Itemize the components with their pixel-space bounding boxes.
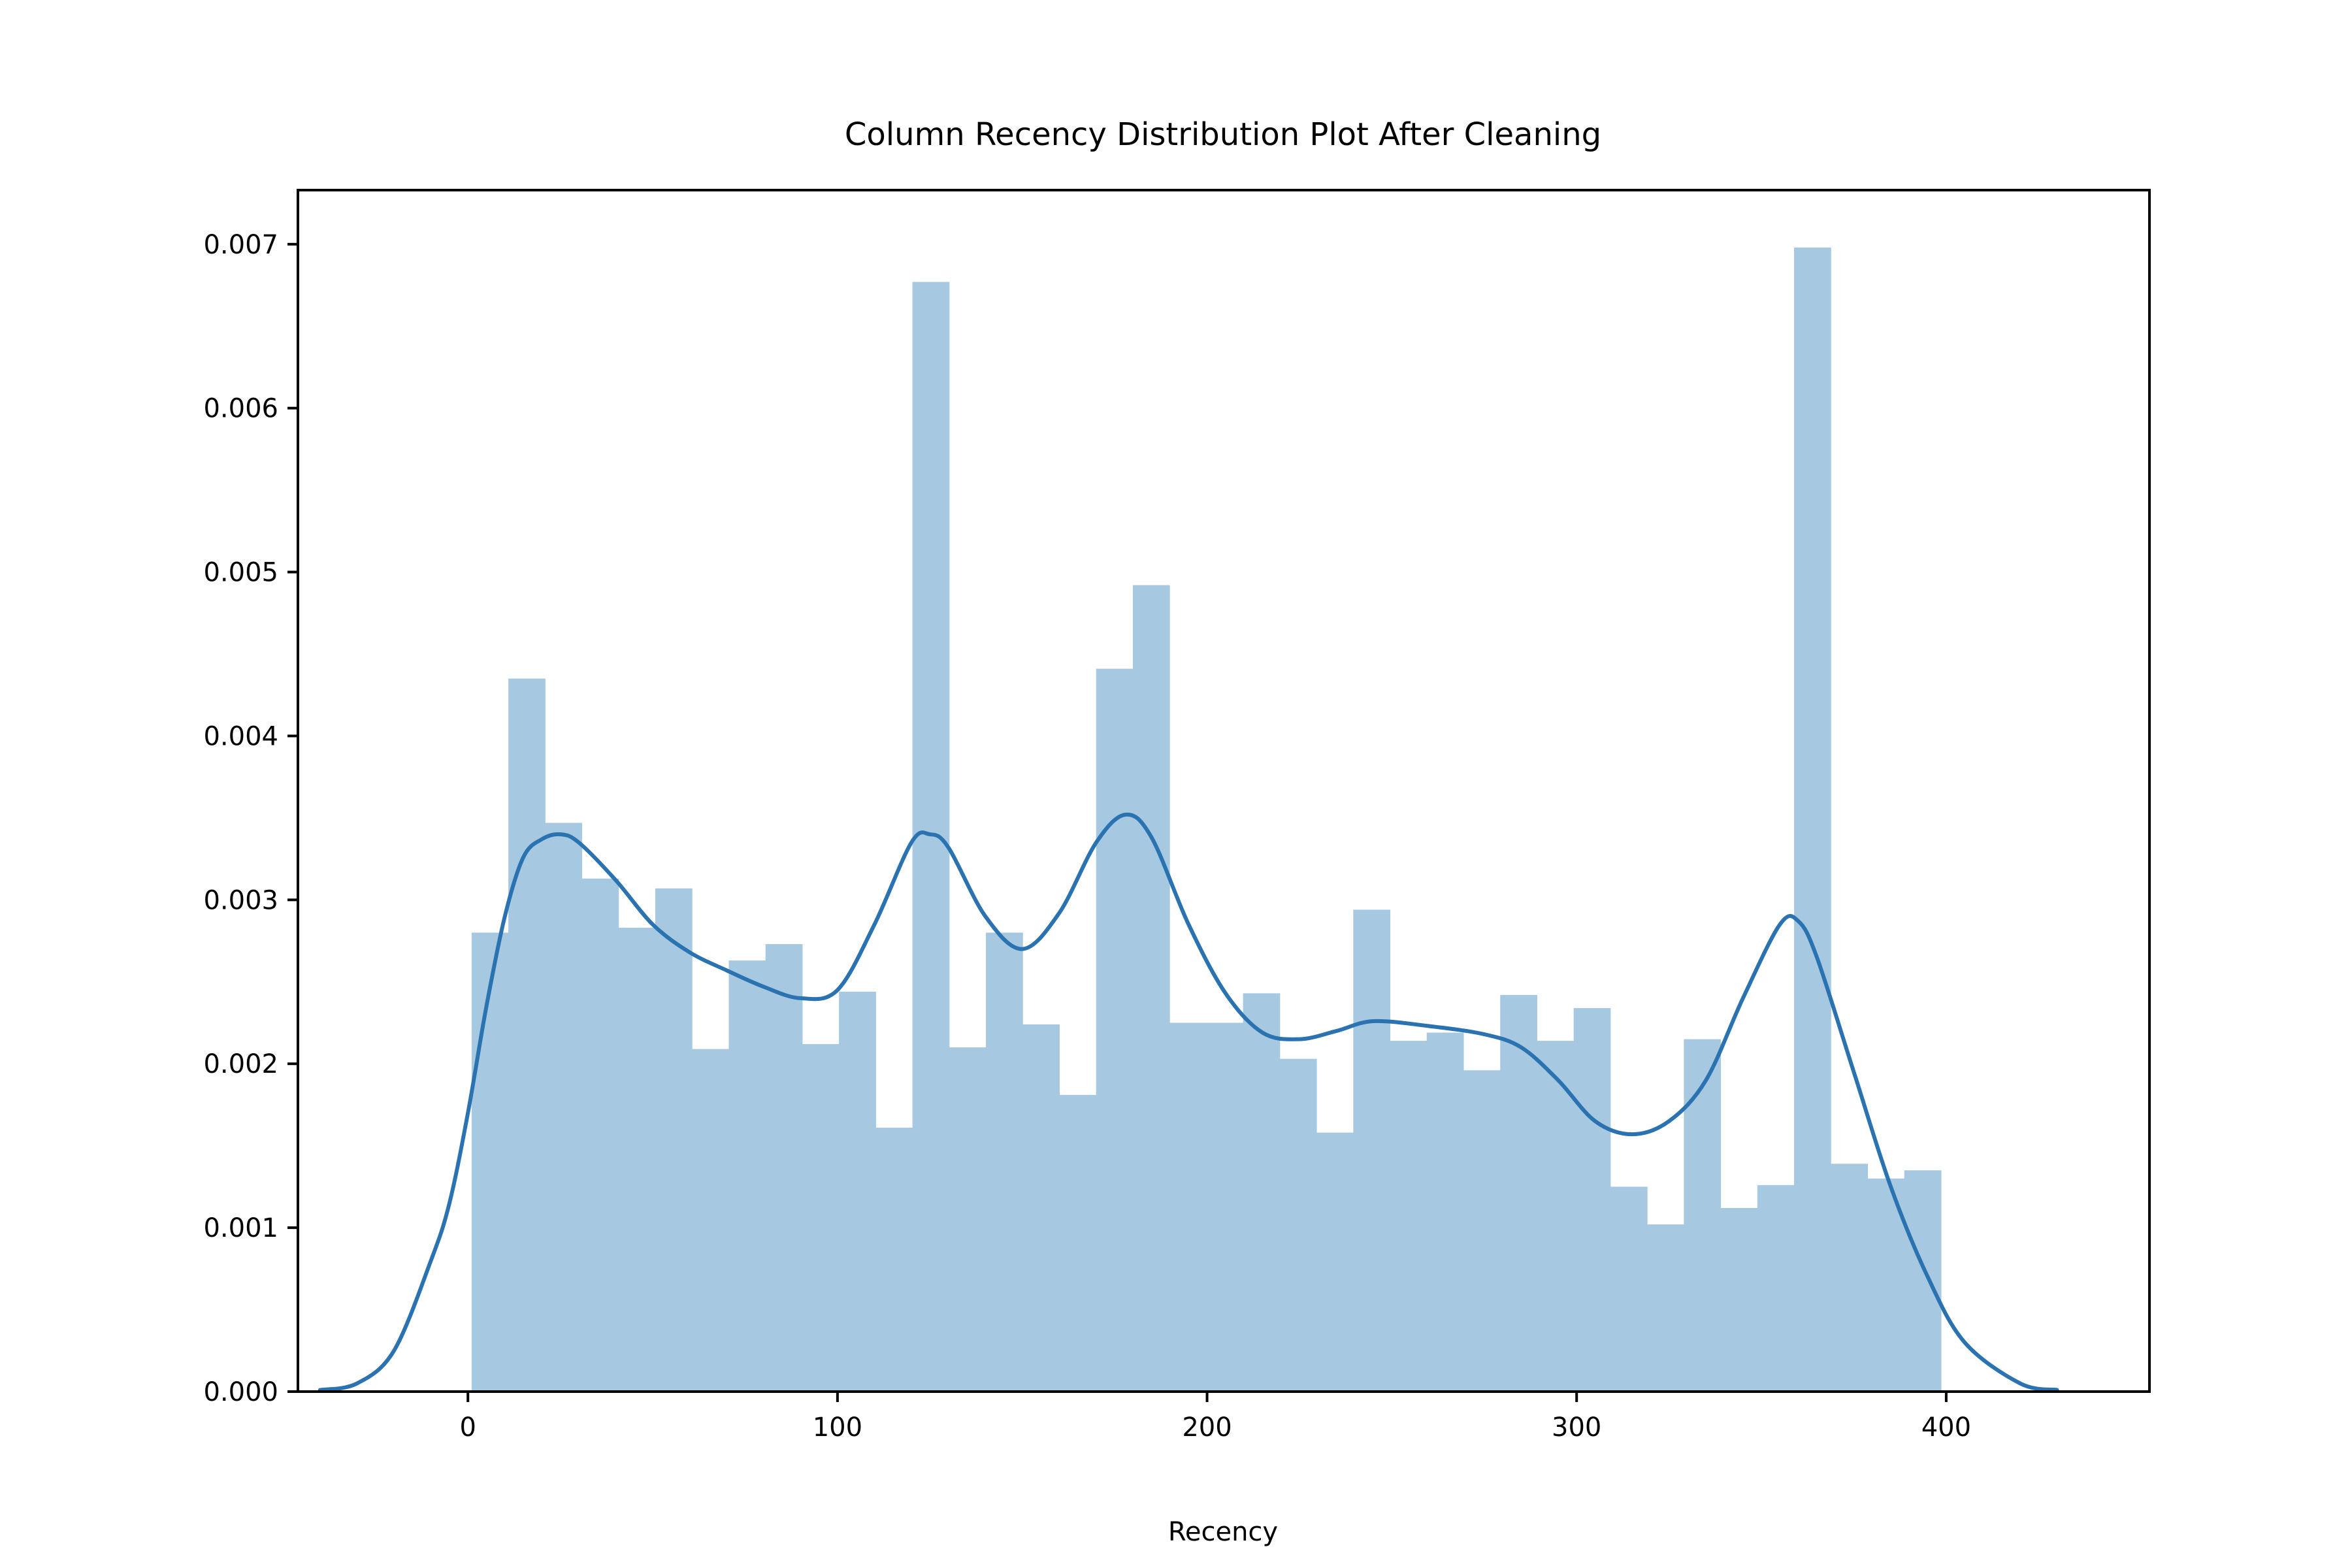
histogram-bar	[1132, 585, 1170, 1392]
y-tick-label: 0.005	[203, 558, 278, 588]
y-tick-label: 0.001	[203, 1213, 278, 1243]
histogram-bar	[1573, 1007, 1611, 1392]
histogram-bar	[765, 944, 803, 1392]
chart-title: Column Recency Distribution Plot After C…	[845, 116, 1601, 153]
y-tick-label: 0.004	[203, 721, 278, 751]
histogram-bar	[1206, 1022, 1244, 1392]
y-tick-label: 0.007	[203, 230, 278, 260]
histogram-bar	[875, 1128, 913, 1392]
kde-curve	[318, 812, 2059, 1392]
histogram-bar	[1537, 1041, 1575, 1392]
histogram-bar	[912, 282, 950, 1392]
x-tick-label: 300	[1552, 1413, 1601, 1443]
histogram-bar	[1243, 993, 1281, 1392]
histogram-bar	[655, 888, 693, 1392]
y-tick-label: 0.002	[203, 1049, 278, 1079]
histogram-bar	[1794, 247, 1831, 1392]
histogram-bar	[581, 878, 619, 1392]
y-tick-label: 0.003	[203, 885, 278, 915]
histogram-bar	[986, 932, 1023, 1392]
histogram-bar	[1316, 1132, 1354, 1392]
histogram-bar	[1022, 1024, 1060, 1392]
histogram-bar	[508, 678, 546, 1392]
x-axis-label: Recency	[1168, 1517, 1278, 1547]
histogram-bar	[1904, 1170, 1942, 1392]
histogram-bar	[1169, 1022, 1207, 1392]
histogram-bar	[1353, 909, 1391, 1392]
x-tick-label: 100	[813, 1413, 862, 1443]
y-tick-label: 0.006	[203, 394, 278, 424]
histogram-bar	[1096, 668, 1134, 1392]
histogram-bar	[1831, 1164, 1869, 1392]
histogram-bar	[471, 932, 509, 1392]
y-axis: 0.000 0.001 0.002 0.003 0.004 0.005 0.006 0.007	[203, 230, 298, 1407]
histogram-bars	[471, 247, 1942, 1392]
histogram-bar	[1426, 1032, 1464, 1392]
histogram-bar	[1610, 1186, 1648, 1392]
histogram-bar	[1390, 1041, 1428, 1392]
histogram-bar	[1463, 1070, 1501, 1392]
x-tick-label: 400	[1921, 1413, 1971, 1443]
plot-frame	[297, 189, 2151, 1393]
histogram-bar	[728, 960, 766, 1392]
x-axis: 0 100 200 300 400	[459, 1392, 1971, 1443]
histogram-bar	[1757, 1184, 1795, 1392]
histogram-bar	[1647, 1224, 1684, 1392]
histogram-bar	[545, 823, 583, 1392]
histogram-bar	[1500, 994, 1537, 1392]
histogram-bar	[618, 927, 656, 1392]
histogram-bar	[1867, 1178, 1905, 1392]
histogram-bar	[949, 1047, 987, 1392]
histogram-bar	[1279, 1058, 1317, 1392]
histogram-bar	[1059, 1094, 1097, 1392]
histogram-bar	[1684, 1039, 1722, 1392]
histogram-bar	[692, 1049, 729, 1392]
x-tick-label: 200	[1182, 1413, 1232, 1443]
y-tick-label: 0.000	[203, 1377, 278, 1407]
x-tick-label: 0	[459, 1413, 476, 1443]
histogram-bar	[1720, 1208, 1758, 1392]
histogram-bar	[802, 1044, 840, 1392]
histogram-bar	[839, 991, 876, 1392]
